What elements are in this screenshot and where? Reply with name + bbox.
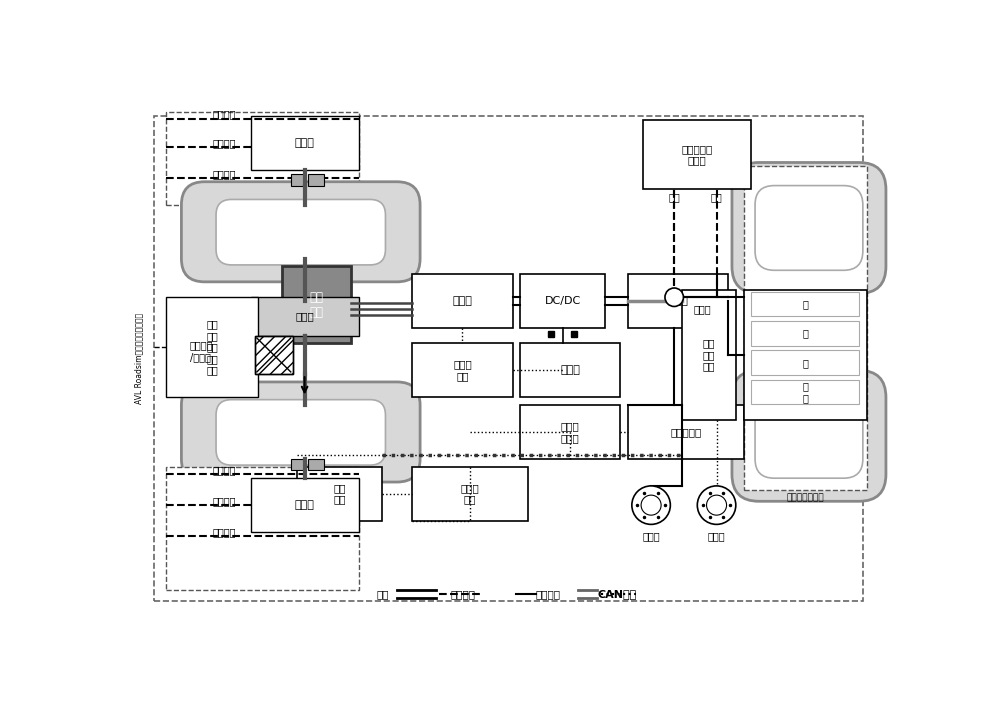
Bar [520,274,605,328]
Text: 电能量消耗
测试仪: 电能量消耗 测试仪 [682,144,713,166]
Text: 直流: 直流 [377,589,389,599]
Text: 配电箱: 配电箱 [668,296,688,306]
Bar [282,266,351,343]
Text: 动: 动 [802,299,808,309]
Text: AVL Roadsim底盘测功机控制系统: AVL Roadsim底盘测功机控制系统 [135,313,144,405]
FancyBboxPatch shape [755,186,863,270]
Text: 转矩信号: 转矩信号 [212,169,236,179]
Text: 充电机
控制器: 充电机 控制器 [561,421,580,443]
Text: 加载器: 加载器 [295,500,315,510]
Bar [412,467,528,520]
Text: 快充口: 快充口 [708,531,725,541]
Bar [251,297,358,336]
Text: 电池
管理
系统: 电池 管理 系统 [703,338,715,371]
Bar [297,467,382,520]
Text: 逆变器: 逆变器 [453,296,472,306]
Bar [751,321,859,346]
Text: 加载信号: 加载信号 [212,496,236,506]
Text: 电流: 电流 [668,192,680,202]
Text: DC/DC: DC/DC [544,296,581,306]
Text: 慢充口: 慢充口 [642,531,660,541]
Bar [291,459,306,470]
FancyBboxPatch shape [181,181,420,282]
Bar [744,289,867,421]
Bar [251,116,358,170]
Text: 转矩信号: 转矩信号 [212,527,236,537]
FancyBboxPatch shape [216,400,385,465]
Text: 电机控
制器: 电机控 制器 [453,359,472,381]
Circle shape [641,495,661,515]
Text: 电压: 电压 [711,192,722,202]
Bar [751,350,859,375]
Text: 蓄电池: 蓄电池 [560,366,580,376]
Text: 单相交流: 单相交流 [536,589,561,599]
Bar [291,174,306,186]
FancyBboxPatch shape [181,382,420,482]
Text: 池
组: 池 组 [802,381,808,402]
FancyBboxPatch shape [216,200,385,265]
Bar [751,292,859,316]
Bar [166,467,358,590]
Bar [744,167,867,490]
Bar [628,274,728,328]
Text: CAN总线: CAN总线 [597,589,636,599]
Text: 主减速器
/差速器: 主减速器 /差速器 [189,340,213,362]
Text: 电: 电 [802,358,808,368]
Text: 理论
和实
际车
速显
示屏: 理论 和实 际车 速显 示屏 [206,319,218,376]
Circle shape [632,486,670,525]
Text: 转速信号: 转速信号 [212,109,236,119]
FancyBboxPatch shape [755,393,863,478]
Bar [412,343,512,397]
FancyBboxPatch shape [732,162,886,294]
Bar [308,459,324,470]
Bar [166,297,258,397]
Text: 整车控
制器: 整车控 制器 [461,483,480,504]
Text: 力: 力 [802,328,808,338]
Text: 加载信号: 加载信号 [212,138,236,148]
Text: 测试信号: 测试信号 [451,589,476,599]
Bar [751,380,859,405]
Circle shape [707,495,727,515]
Bar [520,405,620,459]
Text: 加速
踏板: 加速 踏板 [333,483,346,504]
Text: 转速信号: 转速信号 [212,465,236,475]
Circle shape [697,486,736,525]
Bar [308,174,324,186]
Text: 底盘测功机转鼓: 底盘测功机转鼓 [786,493,824,502]
Bar [255,336,293,374]
Circle shape [665,288,683,306]
Bar [166,112,358,205]
Bar [682,289,736,421]
Text: 驱动
电机: 驱动 电机 [309,291,323,319]
Bar [628,405,744,459]
Text: 电流钳: 电流钳 [693,304,711,313]
Bar [520,343,620,397]
Bar [251,478,358,532]
Text: 变速器: 变速器 [295,311,314,321]
Text: 交流充电机: 交流充电机 [670,427,701,437]
Bar [154,116,863,602]
FancyBboxPatch shape [732,371,886,501]
Bar [412,274,512,328]
Bar [643,120,751,189]
Text: 加载器: 加载器 [295,138,315,148]
